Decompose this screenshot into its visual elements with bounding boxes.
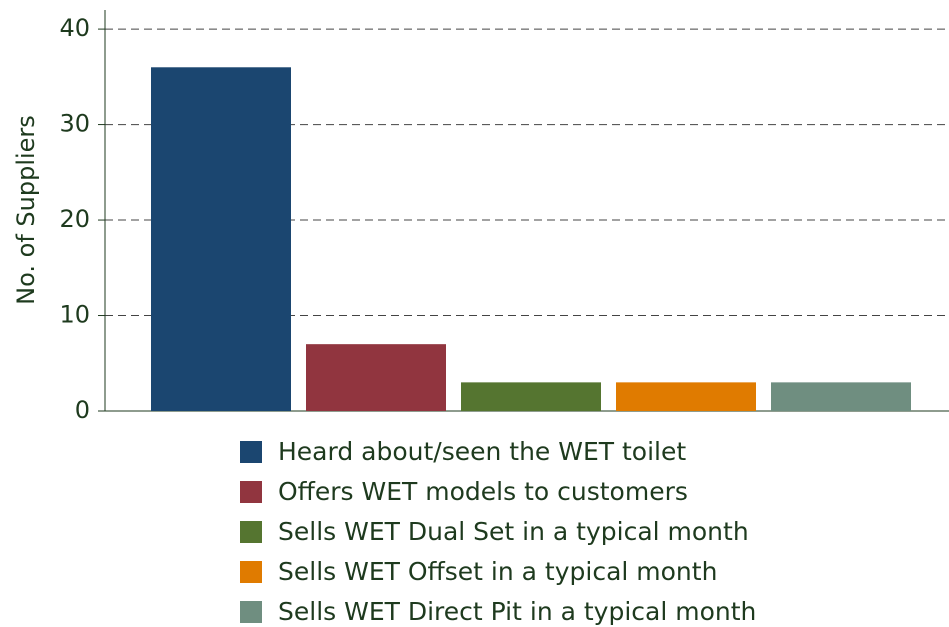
y-tick-label: 0	[75, 396, 90, 424]
legend-label: Offers WET models to customers	[278, 477, 688, 506]
bar	[616, 382, 756, 411]
legend-swatch	[240, 521, 262, 543]
y-axis-label: No. of Suppliers	[12, 115, 40, 305]
legend-label: Sells WET Dual Set in a typical month	[278, 517, 749, 546]
legend-label: Heard about/seen the WET toilet	[278, 437, 686, 466]
y-tick-label: 20	[59, 205, 90, 233]
bar	[461, 382, 601, 411]
legend-label: Sells WET Direct Pit in a typical month	[278, 597, 756, 626]
legend-label: Sells WET Offset in a typical month	[278, 557, 717, 586]
legend-swatch	[240, 441, 262, 463]
bar	[151, 67, 291, 412]
bar	[306, 344, 446, 411]
y-tick-label: 10	[59, 301, 90, 329]
y-tick-label: 40	[59, 14, 90, 42]
bar	[771, 382, 911, 411]
legend-swatch	[240, 561, 262, 583]
y-tick-label: 30	[59, 110, 90, 138]
legend-swatch	[240, 601, 262, 623]
legend-swatch	[240, 481, 262, 503]
